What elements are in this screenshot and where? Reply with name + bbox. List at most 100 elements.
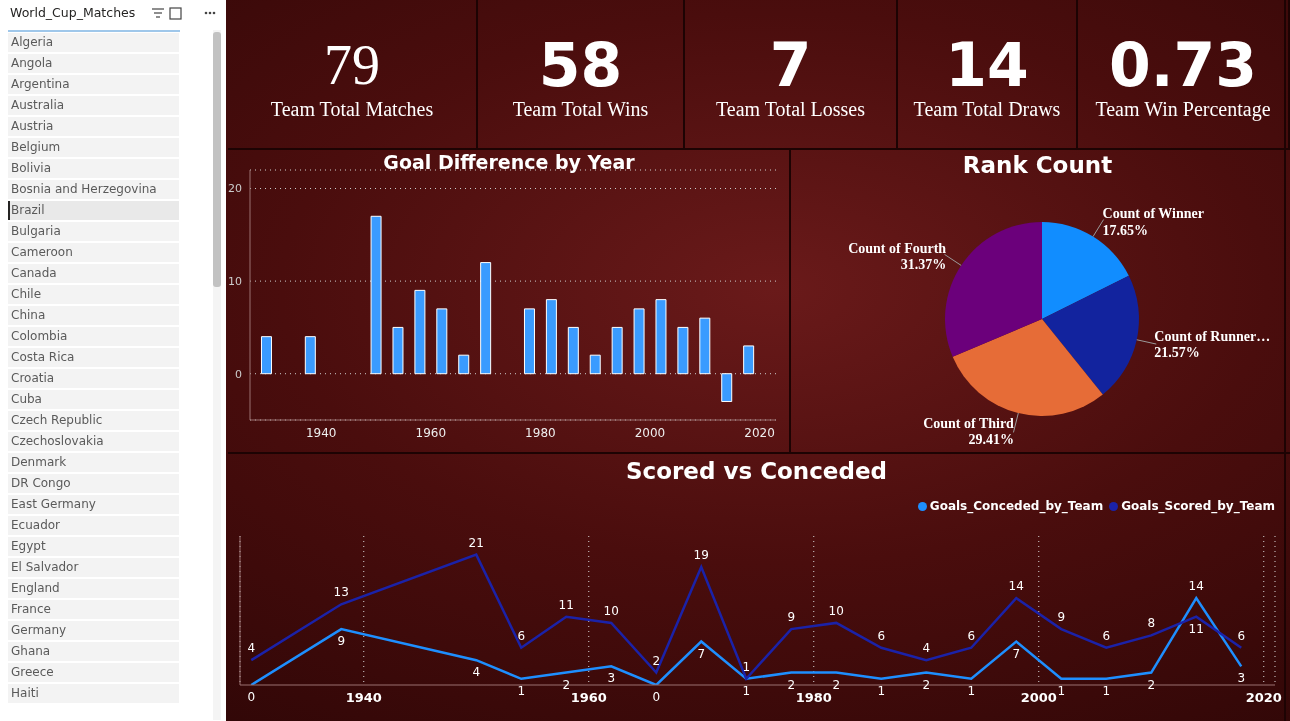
svg-text:2: 2 (832, 678, 840, 692)
html-text:Denmark: Denmark (11, 455, 67, 469)
svg-text:10: 10 (604, 604, 619, 618)
html-text:Cameroon: Cameroon (11, 245, 73, 259)
svg-text:2: 2 (562, 678, 570, 692)
svg-text:1: 1 (1102, 684, 1110, 698)
html-text:79: 79 (324, 34, 380, 96)
svg-text:6: 6 (1102, 629, 1110, 643)
html-text:DR Congo: DR Congo (11, 476, 71, 490)
html-text:Rank Count: Rank Count (962, 152, 1113, 178)
html-text:World_Cup_Matches: World_Cup_Matches (10, 5, 136, 20)
svg-text:7: 7 (697, 647, 705, 661)
svg-text:3: 3 (607, 671, 615, 685)
svg-text:1980: 1980 (796, 690, 832, 705)
svg-text:1: 1 (742, 684, 750, 698)
html-text:Scored vs Conceded: Scored vs Conceded (626, 458, 887, 484)
svg-text:14: 14 (1189, 579, 1204, 593)
html-text:Austria: Austria (11, 119, 54, 133)
html-text:Algeria: Algeria (11, 35, 54, 49)
svg-text:2: 2 (1147, 678, 1155, 692)
svg-text:1940: 1940 (346, 690, 382, 705)
html-text:Angola: Angola (11, 56, 53, 70)
html-text:East Germany: East Germany (11, 497, 96, 511)
svg-text:9: 9 (787, 610, 795, 624)
html-text:Goals_Scored_by_Team: Goals_Scored_by_Team (1121, 499, 1275, 513)
html-text:Colombia: Colombia (11, 329, 68, 343)
html-text:Team Total Losses: Team Total Losses (716, 98, 865, 120)
html-text:Argentina: Argentina (11, 77, 70, 91)
svg-text:1: 1 (1057, 684, 1065, 698)
svg-text:1960: 1960 (416, 426, 447, 440)
html-text:Team Total Draws: Team Total Draws (913, 98, 1061, 120)
svg-text:11: 11 (1189, 622, 1204, 636)
html-text:14: 14 (945, 30, 1029, 100)
svg-text:2: 2 (922, 678, 930, 692)
svg-text:Count of Winner17.65%: Count of Winner17.65% (1103, 206, 1204, 237)
svg-text:0: 0 (247, 690, 255, 704)
html-text:Team Total Wins: Team Total Wins (512, 98, 649, 120)
svg-text:4: 4 (472, 665, 480, 679)
html-text:Team Win Percentage: Team Win Percentage (1095, 98, 1271, 120)
svg-text:21: 21 (469, 536, 484, 550)
svg-text:9: 9 (337, 634, 345, 648)
svg-text:0: 0 (235, 368, 242, 381)
svg-text:6: 6 (517, 629, 525, 643)
svg-text:1940: 1940 (306, 426, 337, 440)
svg-text:1980: 1980 (525, 426, 556, 440)
html-text:Ecuador: Ecuador (11, 518, 60, 532)
html-text:Croatia: Croatia (11, 371, 55, 385)
svg-text:11: 11 (559, 598, 574, 612)
html-text:Brazil: Brazil (11, 203, 45, 217)
svg-text:2: 2 (787, 678, 795, 692)
svg-text:10: 10 (829, 604, 844, 618)
html-text:Australia: Australia (11, 98, 65, 112)
svg-text:9: 9 (1057, 610, 1065, 624)
svg-text:20: 20 (228, 182, 242, 195)
svg-text:1: 1 (742, 660, 750, 674)
svg-text:6: 6 (1237, 629, 1245, 643)
html-text:7: 7 (769, 30, 812, 100)
html-text:Chile: Chile (11, 287, 41, 301)
svg-text:4: 4 (247, 641, 255, 655)
html-text:Bosnia and Herzegovina: Bosnia and Herzegovina (11, 182, 157, 196)
html-text:Goals_Conceded_by_Team: Goals_Conceded_by_Team (929, 499, 1104, 513)
svg-text:1: 1 (517, 684, 525, 698)
svg-text:0: 0 (652, 690, 660, 704)
html-text:Canada: Canada (11, 266, 57, 280)
html-text:Bolivia: Bolivia (11, 161, 51, 175)
html-text:Egypt: Egypt (11, 539, 46, 553)
html-text:Team Total Matches: Team Total Matches (270, 98, 434, 120)
svg-text:Count of Fourth31.37%: Count of Fourth31.37% (848, 241, 946, 272)
svg-text:6: 6 (967, 629, 975, 643)
svg-text:7: 7 (1012, 647, 1020, 661)
html-text:China: China (11, 308, 46, 322)
html-text:El Salvador: El Salvador (11, 560, 79, 574)
html-text:Czech Republic: Czech Republic (11, 413, 103, 427)
svg-text:4: 4 (922, 641, 930, 655)
svg-text:2000: 2000 (1021, 690, 1057, 705)
svg-text:2000: 2000 (635, 426, 666, 440)
svg-text:19: 19 (694, 548, 709, 562)
svg-text:Count of Third29.41%: Count of Third29.41% (923, 416, 1014, 447)
svg-text:1960: 1960 (571, 690, 607, 705)
svg-text:2: 2 (652, 654, 660, 668)
html-text:58: 58 (538, 30, 623, 100)
svg-text:Count of Runner…21.57%: Count of Runner…21.57% (1154, 329, 1270, 360)
html-text:Czechoslovakia: Czechoslovakia (11, 434, 104, 448)
svg-text:1: 1 (967, 684, 975, 698)
svg-text:10: 10 (228, 275, 242, 288)
html-text:Cuba: Cuba (11, 392, 42, 406)
svg-text:2020: 2020 (1246, 690, 1282, 705)
html-text:0.73: 0.73 (1109, 30, 1257, 100)
html-text:Costa Rica: Costa Rica (11, 350, 75, 364)
svg-text:13: 13 (334, 585, 349, 599)
svg-text:2020: 2020 (744, 426, 775, 440)
html-text:Goal Difference by Year: Goal Difference by Year (383, 151, 635, 173)
html-text:Belgium: Belgium (11, 140, 61, 154)
svg-text:1: 1 (877, 684, 885, 698)
html-text:England: England (11, 581, 60, 595)
svg-text:3: 3 (1237, 671, 1245, 685)
svg-text:8: 8 (1147, 616, 1155, 630)
svg-text:14: 14 (1009, 579, 1024, 593)
html-text:Bulgaria: Bulgaria (11, 224, 61, 238)
svg-text:6: 6 (877, 629, 885, 643)
